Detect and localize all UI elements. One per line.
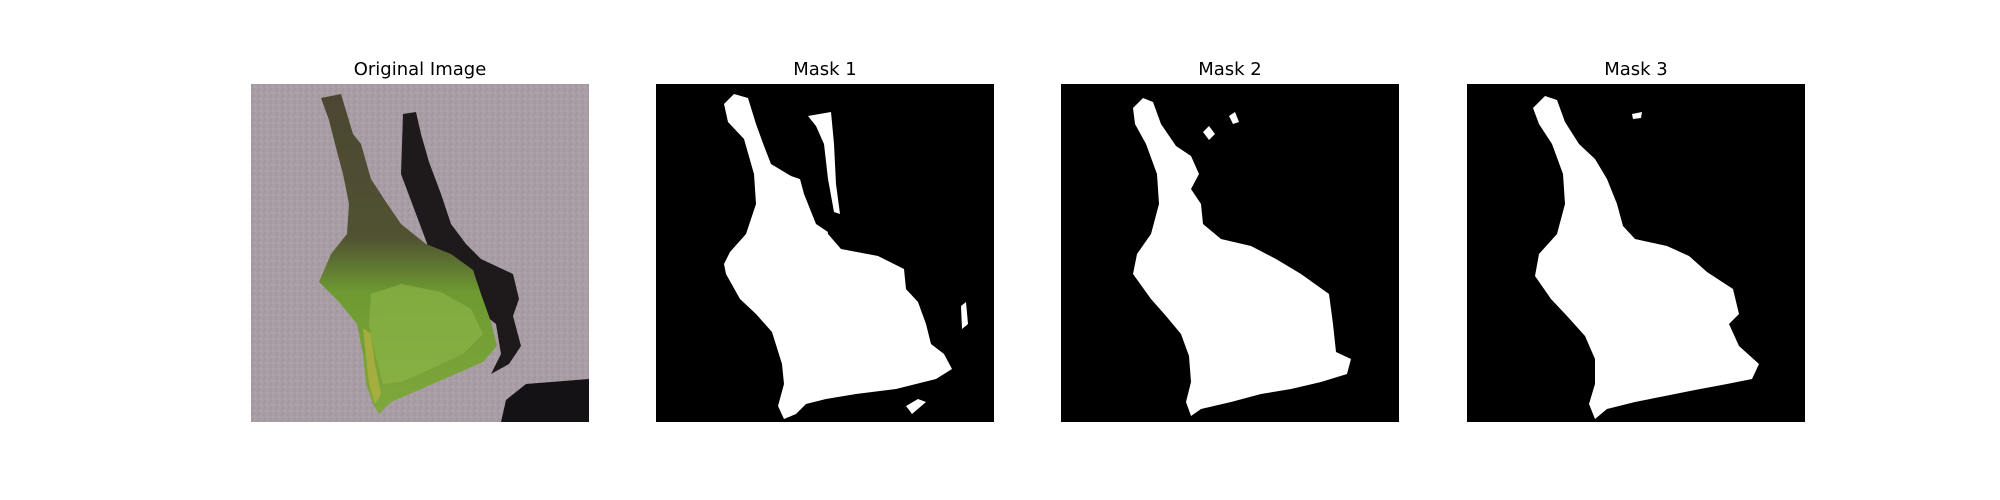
mask-1-island bbox=[808, 112, 840, 214]
panel-title-mask-2: Mask 2 bbox=[1198, 59, 1262, 80]
mask-3 bbox=[1467, 84, 1805, 422]
mask-2 bbox=[1061, 84, 1399, 422]
panel-title-original-image: Original Image bbox=[353, 59, 487, 80]
leaf-shadow bbox=[401, 112, 521, 374]
panel-title-mask-3: Mask 3 bbox=[1604, 59, 1668, 80]
panel-title-mask-1: Mask 1 bbox=[793, 59, 857, 80]
leaf-photo bbox=[251, 84, 589, 422]
mask-1-region bbox=[724, 94, 952, 419]
leaf-yellow-edge bbox=[363, 328, 381, 404]
mask-3-speck-1 bbox=[1632, 112, 1642, 119]
mask-2-speck-1 bbox=[1203, 126, 1215, 140]
mask-1-inner-gap bbox=[796, 116, 834, 234]
original-image bbox=[251, 84, 589, 422]
mask-3-region bbox=[1533, 96, 1759, 419]
mask-1 bbox=[656, 84, 994, 422]
leaf-highlight bbox=[369, 284, 483, 384]
mask-1-speck-1 bbox=[961, 302, 968, 329]
mask-1-speck-2 bbox=[906, 399, 926, 414]
mask-3-image bbox=[1467, 84, 1805, 422]
bottom-shadow bbox=[501, 379, 589, 422]
mask-2-speck-2 bbox=[1229, 112, 1239, 124]
mask-1-image bbox=[656, 84, 994, 422]
mask-2-region bbox=[1133, 98, 1351, 416]
mask-2-image bbox=[1061, 84, 1399, 422]
